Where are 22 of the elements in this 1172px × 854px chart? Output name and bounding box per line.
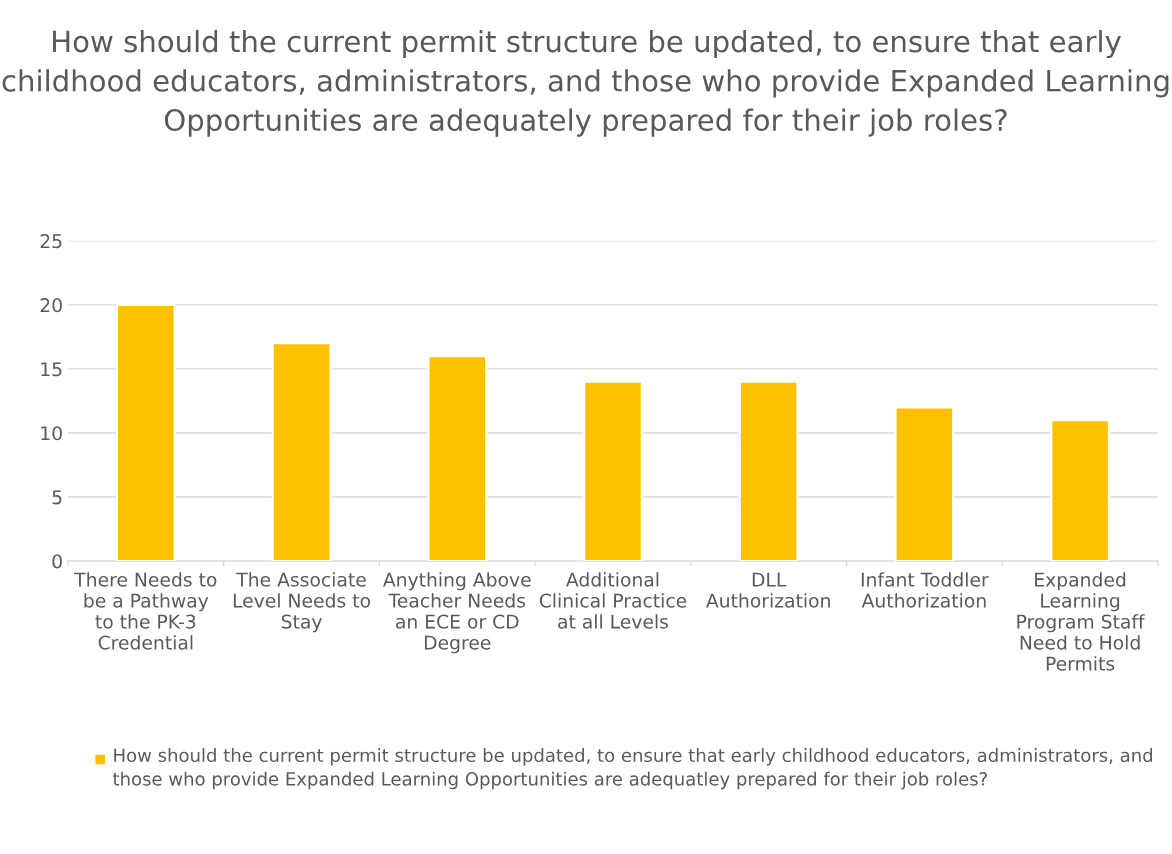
legend-label: How should the current permit structure be updated, to ensure that early childhood educators, administrators, and those who provide Expanded Learning Opportunities are adequatley prepared for their job roles? bbox=[113, 748, 1153, 790]
y-tick-label: 25 bbox=[40, 234, 62, 249]
bar bbox=[894, 406, 955, 562]
x-tick-label: DLL Authorization bbox=[706, 572, 830, 608]
y-tick-label: 15 bbox=[41, 362, 62, 377]
y-tick-label: 0 bbox=[52, 554, 62, 569]
bar bbox=[271, 342, 332, 562]
x-tick-label: The Associate Level Needs to Stay bbox=[233, 572, 371, 633]
y-tick-label: 5 bbox=[52, 490, 62, 505]
bar bbox=[583, 380, 643, 562]
chart-title: How should the current permit structure be updated, to ensure that early childhood educators, administrators, and those who provide Expanded Learning Opportunities are adequately prepared for their job roles? bbox=[2, 29, 1169, 137]
y-tick-label: 20 bbox=[40, 298, 62, 313]
bar bbox=[427, 355, 488, 562]
x-tick-label: Anything Above Teacher Needs an ECE or CD Degree bbox=[382, 572, 531, 654]
x-tick-label: Additional Clinical Practice at all Levels bbox=[539, 572, 687, 629]
bar bbox=[115, 303, 176, 562]
bar bbox=[1050, 419, 1110, 562]
x-tick-label: Expanded Learning Program Staff Need to Hold Permits bbox=[1017, 572, 1145, 671]
bar bbox=[738, 380, 799, 562]
x-tick-label: Infant Toddler Authorization bbox=[861, 572, 989, 608]
x-tick-label: There Needs to be a Pathway to the PK-3 Credential bbox=[74, 572, 217, 650]
y-tick-label: 10 bbox=[41, 426, 62, 441]
